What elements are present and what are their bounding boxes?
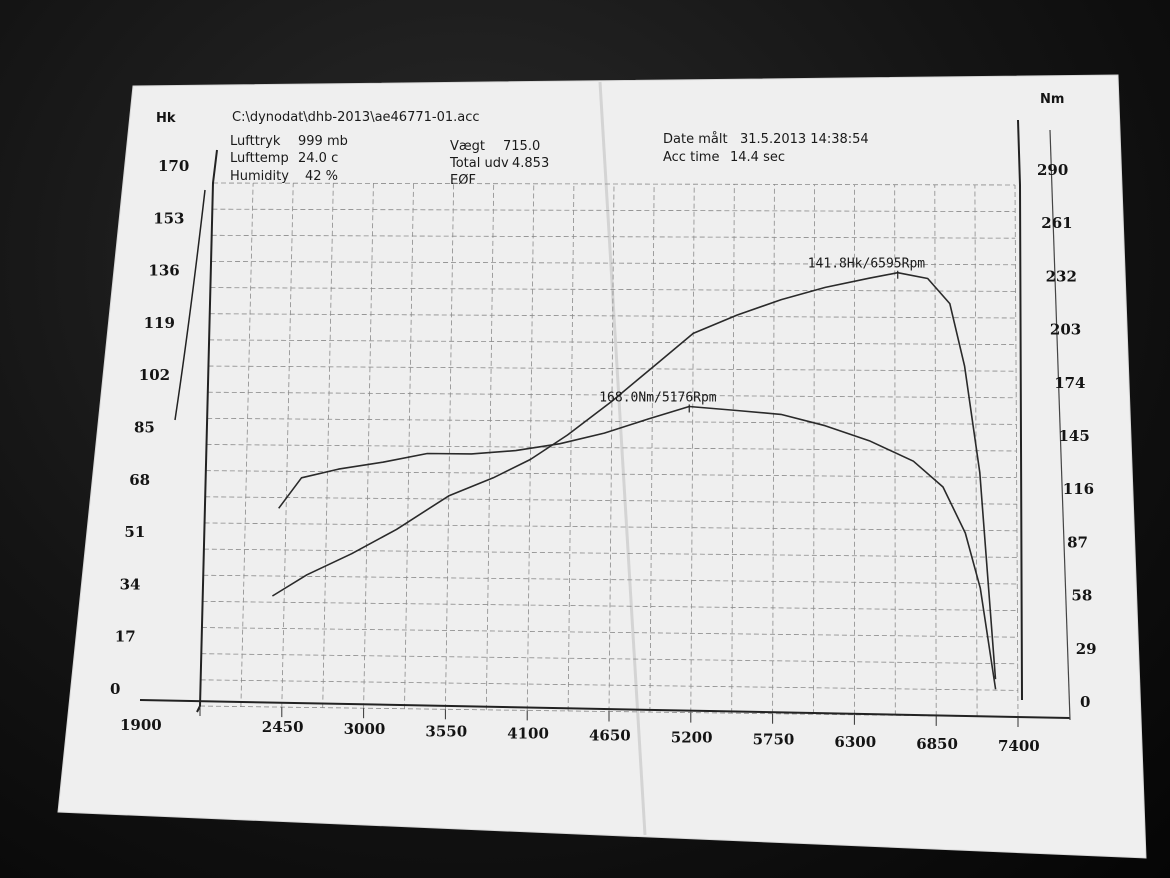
- right-border-line: [1049, 129, 1071, 721]
- series-line-hk: [271, 271, 997, 680]
- y-left-tick-label: 102: [139, 366, 170, 384]
- x-axis: [139, 699, 1071, 719]
- y-left-unit: Hk: [156, 111, 176, 126]
- grid-line-vertical: [772, 184, 775, 714]
- y-left-tick-label: 34: [120, 575, 141, 593]
- total-udv-label: Total udv: [449, 156, 509, 171]
- peak-annotation: 168.0Nm/5176Rpm: [599, 390, 717, 405]
- grid-line-horizontal: [209, 313, 1016, 319]
- y-right-tick-label: 29: [1076, 640, 1097, 658]
- chart-ticks: 1900 2450 3000 3550 4100 4650 5200 5750 6300 6850…: [110, 157, 1097, 755]
- y-right-tick-label: 145: [1059, 427, 1090, 445]
- grid-line-horizontal: [208, 365, 1017, 372]
- x-tick-label: 2450: [262, 718, 304, 736]
- y-right-tick-label: 174: [1054, 374, 1085, 392]
- total-udv-value: 4.853: [512, 156, 549, 171]
- x-tick-label: 6850: [916, 735, 958, 753]
- y-right-tick-label: 87: [1067, 533, 1088, 551]
- grid-line-horizontal: [209, 339, 1016, 345]
- x-tick-label: 3550: [425, 722, 467, 740]
- x-tick-label: 5750: [753, 731, 795, 749]
- chart-annotations: 141.8Hk/6595Rpm 168.0Nm/5176Rpm: [599, 257, 925, 413]
- chart-series: [271, 271, 997, 690]
- grid-line-horizontal: [211, 234, 1016, 239]
- grid-line-horizontal: [207, 391, 1017, 399]
- x-tick-label: 4100: [507, 724, 549, 742]
- y-right-tick-label: 203: [1050, 321, 1081, 339]
- grid-line-horizontal: [212, 208, 1016, 213]
- vaegt-value: 715.0: [503, 139, 540, 154]
- y-right-tick-label: 261: [1041, 214, 1072, 232]
- grid-line-vertical: [240, 183, 254, 707]
- y-left-tick-label: 17: [115, 628, 136, 646]
- acc-time-value: 14.4 sec: [730, 150, 785, 165]
- y-left-tick-label: 68: [129, 471, 150, 489]
- x-tick-label: 5200: [671, 729, 713, 747]
- grid-line-vertical: [731, 184, 735, 714]
- grid-line-horizontal: [207, 417, 1017, 425]
- y-right-tick-label: 58: [1071, 587, 1092, 605]
- lufttemp-value: 24.0 c: [298, 151, 338, 166]
- vaegt-label: Vægt: [450, 139, 485, 154]
- grid-line-horizontal: [201, 653, 1018, 665]
- x-tick-label: 7400: [998, 737, 1040, 755]
- eof-label: EØF: [450, 173, 476, 188]
- grid-line-vertical: [281, 183, 294, 708]
- x-tick-label: 4650: [589, 727, 631, 745]
- y-right-tick-label: 290: [1037, 161, 1068, 179]
- x-tick-label: 3000: [344, 720, 386, 738]
- grid-line-horizontal: [200, 679, 1018, 691]
- y-left-tick-label: 51: [124, 523, 145, 541]
- date-value: 31.5.2013 14:38:54: [740, 132, 869, 147]
- y-left-tick-label: 0: [110, 680, 120, 698]
- x-tick-label: 1900: [120, 716, 162, 734]
- y-left-tick-label: 85: [134, 419, 155, 437]
- grid-line-vertical: [690, 184, 695, 713]
- y-left-tick-label: 153: [153, 209, 184, 227]
- humidity-label: Humidity: [230, 169, 289, 184]
- y-left-tick-label: 119: [144, 314, 175, 332]
- lufttemp-label: Lufttemp: [230, 151, 289, 166]
- y-left-tick-label: 136: [148, 262, 179, 280]
- grid-line-horizontal: [205, 496, 1017, 505]
- chart-axes: [139, 119, 1071, 727]
- acc-time-label: Acc time: [663, 150, 719, 165]
- y-right-tick-label: 232: [1046, 267, 1077, 285]
- file-path: C:\dynodat\dhb-2013\ae46771-01.acc: [232, 110, 480, 125]
- grid-line-horizontal: [206, 444, 1017, 452]
- y-left-axis: [196, 149, 218, 713]
- y-left-tick-label: 170: [158, 157, 189, 175]
- grid-line-vertical: [813, 184, 815, 715]
- left-curve-edge: [174, 189, 206, 421]
- date-label: Date målt: [663, 132, 728, 147]
- lufttryk-value: 999 mb: [298, 134, 348, 149]
- grid-line-horizontal: [211, 261, 1016, 266]
- lufttryk-label: Lufttryk: [230, 134, 281, 149]
- grid-line-horizontal: [212, 182, 1016, 186]
- grid-line-horizontal: [205, 470, 1017, 478]
- grid-line-horizontal: [210, 287, 1016, 292]
- y-right-unit: Nm: [1040, 92, 1064, 107]
- y-right-tick-label: 116: [1063, 480, 1094, 498]
- humidity-value: 42 %: [305, 169, 338, 184]
- y-right-tick-label: 0: [1080, 693, 1090, 711]
- series-line-nm: [278, 405, 997, 690]
- peak-annotation: 141.8Hk/6595Rpm: [808, 257, 926, 272]
- x-tick-label: 6300: [834, 733, 876, 751]
- y-right-axis: [1017, 119, 1023, 701]
